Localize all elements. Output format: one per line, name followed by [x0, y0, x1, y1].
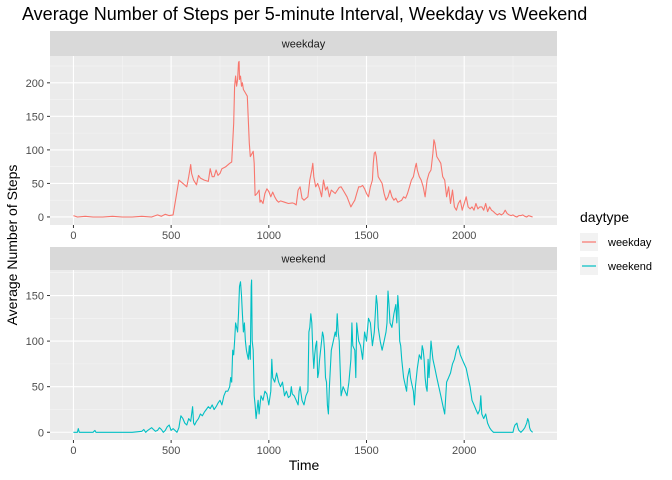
facet-strip-label: weekday [281, 39, 326, 51]
x-tick-label: 2000 [452, 445, 476, 457]
panel-background [50, 270, 557, 440]
x-tick-label: 1000 [257, 230, 281, 242]
y-tick-label: 150 [26, 111, 44, 123]
legend-title: daytype [580, 209, 629, 225]
facet-strip [50, 247, 557, 270]
facet-strip [50, 31, 557, 56]
y-tick-label: 100 [26, 145, 44, 157]
series-line-weekday [73, 60, 533, 218]
y-tick-label: 50 [32, 382, 44, 394]
y-tick-label: 200 [26, 78, 44, 90]
y-tick-label: 0 [38, 212, 44, 224]
legend-label: weekend [607, 261, 652, 273]
x-tick-label: 1000 [257, 445, 281, 457]
y-tick-label: 50 [32, 178, 44, 190]
legend-label: weekday [607, 237, 652, 249]
legend-entry-weekday: weekday [580, 233, 652, 251]
x-tick-label: 0 [70, 230, 76, 242]
legend: daytype weekday weekend [580, 209, 652, 275]
x-tick-label: 500 [162, 445, 180, 457]
facet-strip-label: weekend [280, 254, 325, 266]
y-axis-title: Average Number of Steps [4, 165, 20, 326]
x-tick-label: 0 [70, 445, 76, 457]
x-tick-label: 1500 [354, 445, 378, 457]
x-axis-title: Time [289, 457, 320, 473]
series-line-weekend [73, 279, 533, 433]
y-tick-label: 150 [26, 291, 44, 303]
legend-entry-weekend: weekend [580, 257, 652, 275]
y-tick-label: 0 [38, 427, 44, 439]
y-tick-label: 100 [26, 336, 44, 348]
chart-title: Average Number of Steps per 5-minute Int… [22, 4, 588, 24]
x-tick-label: 1500 [354, 230, 378, 242]
panel-background [50, 56, 557, 225]
x-tick-label: 2000 [452, 230, 476, 242]
x-tick-label: 500 [162, 230, 180, 242]
